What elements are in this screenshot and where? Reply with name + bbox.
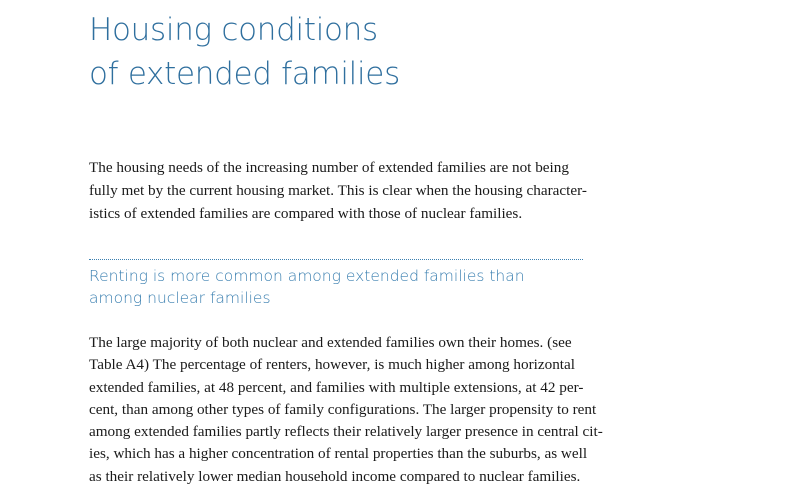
body-line-3: extended families, at 48 percent, and fa… (89, 378, 584, 396)
body-line-6: ies, which has a higher concentration of… (89, 445, 588, 463)
page-title-line-2: of extended families (89, 56, 400, 92)
section-heading-line-2: among nuclear families (89, 289, 271, 307)
section-heading: Renting is more common among extended fa… (89, 265, 525, 309)
page-title-line-1: Housing conditions (89, 12, 378, 48)
body-line-4: cent, than among other types of family c… (89, 400, 597, 418)
section-body-paragraph: The large majority of both nuclear and e… (89, 332, 603, 488)
page-title: Housing conditions of extended families (89, 8, 400, 96)
section-heading-line-1: Renting is more common among extended fa… (89, 267, 525, 285)
body-line-7: as their relatively lower median househo… (89, 467, 581, 485)
intro-line-1: The housing needs of the increasing numb… (89, 159, 569, 176)
body-line-1: The large majority of both nuclear and e… (89, 334, 572, 351)
section-divider (89, 259, 583, 260)
intro-line-3: istics of extended families are compared… (89, 205, 523, 222)
body-line-5: among extended families partly reflects … (89, 423, 603, 441)
body-line-2: Table A4) The percentage of renters, how… (89, 356, 575, 374)
intro-line-2: fully met by the current housing market.… (89, 182, 587, 199)
intro-paragraph: The housing needs of the increasing numb… (89, 156, 589, 225)
